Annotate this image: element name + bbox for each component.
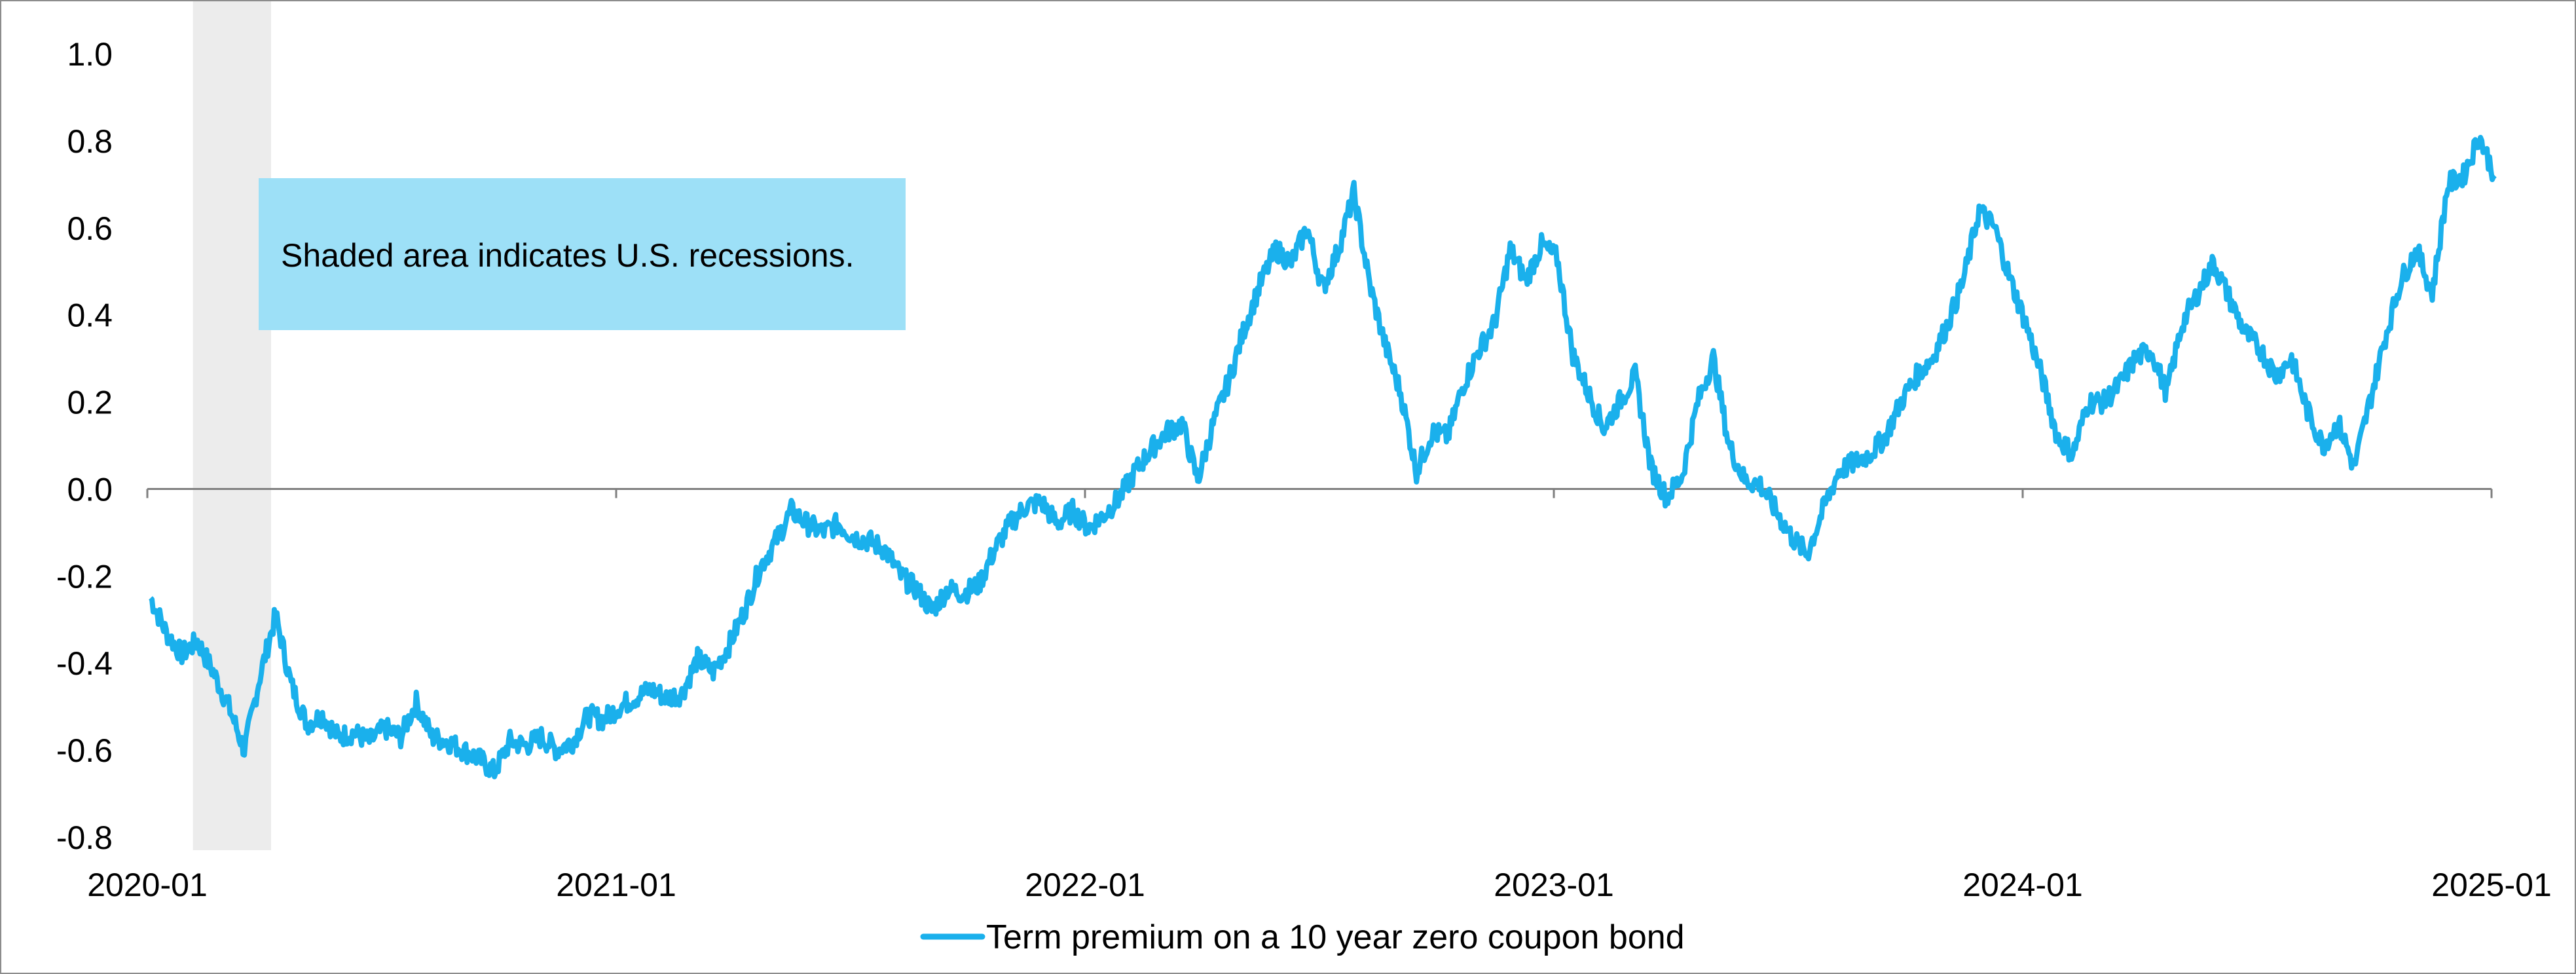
legend: Term premium on a 10 year zero coupon bo… bbox=[920, 918, 1685, 956]
series-lines bbox=[149, 134, 2497, 779]
zero-axis bbox=[146, 487, 2493, 498]
x-tick-label: 2024-01 bbox=[1962, 867, 2083, 903]
y-tick-label: -0.2 bbox=[56, 558, 113, 595]
legend-label-term-premium: Term premium on a 10 year zero coupon bo… bbox=[986, 918, 1685, 956]
y-tick-label: -0.8 bbox=[56, 819, 113, 856]
y-tick-label: 1.0 bbox=[67, 36, 113, 73]
x-tick-label: 2021-01 bbox=[556, 867, 676, 903]
y-tick-label: 0.6 bbox=[67, 210, 113, 247]
annotation-box bbox=[259, 178, 906, 330]
y-tick-label: -0.6 bbox=[56, 732, 113, 769]
y-tick-label: 0.2 bbox=[67, 384, 113, 421]
x-axis-tick-labels: 2020-01 2021-01 2022-01 2023-01 2024-01 2025-… bbox=[87, 867, 2552, 903]
annotation-text: Shaded area indicates U.S. recessions. bbox=[281, 237, 855, 274]
y-tick-label: 0.8 bbox=[67, 123, 113, 160]
y-axis-tick-labels: 1.0 0.8 0.6 0.4 0.2 0.0 -0.2 -0.4 -0.6 -0.8 bbox=[56, 36, 113, 856]
x-tick-label: 2022-01 bbox=[1025, 867, 1145, 903]
series-line-term-premium bbox=[149, 134, 2497, 779]
recession-annotation: Shaded area indicates U.S. recessions. bbox=[259, 178, 906, 330]
y-tick-label: 0.4 bbox=[67, 297, 113, 334]
y-tick-label: -0.4 bbox=[56, 645, 113, 682]
x-tick-label: 2023-01 bbox=[1494, 867, 1614, 903]
y-tick-label: 0.0 bbox=[67, 471, 113, 508]
x-tick-label: 2025-01 bbox=[2431, 867, 2552, 903]
x-tick-label: 2020-01 bbox=[87, 867, 208, 903]
